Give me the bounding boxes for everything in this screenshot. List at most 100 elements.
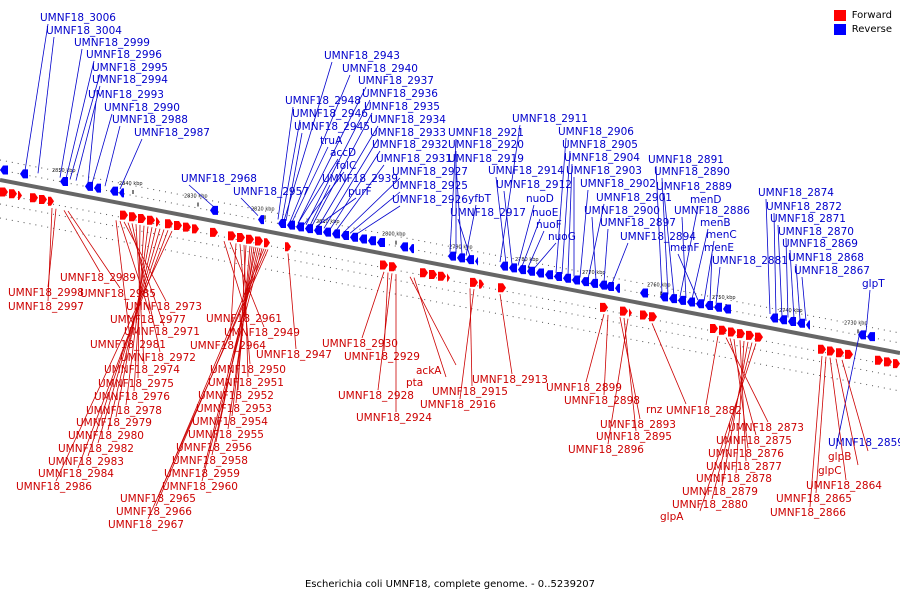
reverse-gene-label: UMNF18_2995 [92, 62, 168, 74]
label-leader [495, 176, 507, 264]
reverse-gene-label: UMNF18_2914 [488, 165, 564, 177]
reverse-gene-arrow [572, 275, 580, 285]
reverse-gene-arrow [457, 253, 465, 263]
reverse-gene-label: menE [704, 242, 734, 254]
reverse-gene-arrow [779, 315, 787, 325]
reverse-gene-arrow [788, 316, 796, 326]
reverse-gene-label: accD [330, 147, 356, 159]
label-leader [297, 86, 367, 224]
reverse-gene-label: UMNF18_2902 [580, 178, 656, 190]
forward-swatch [833, 9, 846, 21]
label-leader [123, 221, 167, 302]
label-leader [521, 218, 541, 267]
reverse-gene-arrow [705, 301, 713, 311]
label-leader [773, 212, 777, 316]
reverse-gene-label: UMNF18_2920 [448, 139, 524, 151]
reverse-gene-arrow [20, 169, 28, 179]
label-leader [465, 204, 477, 256]
reverse-gene-label: UMNF18_2988 [112, 114, 188, 126]
label-leader [215, 247, 257, 443]
label-leader [377, 273, 393, 391]
label-leader [91, 113, 113, 184]
reverse-gene-arrow [770, 313, 778, 323]
forward-gene-arrow [120, 210, 128, 220]
label-leader [87, 100, 97, 183]
forward-gene-label: UMNF18_2895 [596, 431, 672, 443]
reverse-gene-label: UMNF18_2921 [448, 127, 524, 139]
label-leader [587, 203, 605, 280]
label-leader [309, 184, 331, 226]
reverse-gene-arrow [669, 294, 677, 304]
label-leader [63, 210, 101, 273]
reverse-gene-arrow [210, 205, 218, 215]
reverse-gene-label: UMNF18_2889 [656, 181, 732, 193]
forward-gene-label: UMNF18_2880 [672, 499, 748, 511]
label-leader [77, 230, 169, 469]
forward-gene-label: UMNF18_2893 [600, 419, 676, 431]
forward-gene-arrow [875, 355, 883, 365]
reverse-gene-label: UMNF18_2945 [294, 121, 370, 133]
label-leader [663, 192, 675, 296]
forward-gene-arrow [470, 277, 478, 287]
label-leader [87, 229, 165, 457]
reverse-gene-label: UMNF18_2891 [648, 154, 724, 166]
reverse-gene-label: purF [348, 186, 372, 198]
reverse-gene-label: UMNF18_2867 [794, 265, 870, 277]
reverse-gene-label: UMNF18_2939 [322, 173, 398, 185]
reverse-gene-arrow [278, 218, 286, 228]
label-leader [469, 288, 473, 387]
legend-forward-label: Forward [851, 9, 892, 21]
forward-gene-label: UMNF18_2896 [568, 444, 644, 456]
forward-gene-arrow [836, 348, 844, 358]
forward-gene-label: UMNF18_2975 [98, 378, 174, 390]
label-leader [533, 242, 557, 269]
reverse-gene-label: UMNF18_2987 [134, 127, 210, 139]
label-leader [223, 240, 247, 314]
forward-gene-label: UMNF18_2972 [120, 352, 196, 364]
reverse-gene-arrow [466, 255, 474, 265]
label-leader [413, 277, 447, 378]
label-leader [283, 61, 333, 221]
reverse-gene-arrow [448, 251, 456, 261]
reverse-gene-arrow [590, 278, 598, 288]
label-leader [289, 74, 351, 222]
reverse-gene-label: UMNF18_2935 [364, 101, 440, 113]
label-leader [119, 138, 143, 190]
forward-gene-label: UMNF18_2977 [110, 314, 186, 326]
reverse-gene-arrow [287, 220, 295, 230]
label-leader [147, 249, 269, 520]
forward-gene-label: UMNF18_2928 [338, 390, 414, 402]
forward-gene-label: UMNF18_2985 [80, 288, 156, 300]
reverse-gene-label: UMNF18_2881 [712, 255, 788, 267]
genome-backbone [0, 178, 900, 355]
reverse-gene-arrow [332, 229, 340, 239]
reverse-gene-arrow [687, 297, 695, 307]
forward-gene-arrow [228, 231, 236, 241]
reverse-gene-label: UMNF18_2905 [562, 139, 638, 151]
label-leader [785, 237, 789, 318]
forward-gene-label: UMNF18_2877 [706, 461, 782, 473]
label-leader [97, 228, 161, 444]
reverse-gene-label: UMNF18_2999 [74, 37, 150, 49]
reverse-gene-arrow [0, 165, 8, 175]
forward-gene-label: UMNF18_2954 [192, 416, 268, 428]
reverse-gene-label: UMNF18_2968 [181, 173, 257, 185]
forward-gene-label: UMNF18_2967 [108, 519, 184, 531]
forward-gene-label: UMNF18_2875 [716, 435, 792, 447]
forward-gene-arrow [746, 330, 754, 340]
kbp-tick-label: 2780 kbp [515, 257, 539, 263]
reverse-gene-label: UMNF18_3006 [40, 12, 116, 24]
forward-gene-arrow [237, 233, 245, 243]
reverse-gene-label: UMNF18_2946 [292, 108, 368, 120]
forward-gene-label: glpC [818, 465, 842, 477]
label-leader [311, 112, 373, 227]
forward-gene-arrow [420, 268, 428, 278]
label-leader [457, 218, 471, 257]
label-leader [349, 191, 401, 234]
label-leader [709, 253, 713, 303]
forward-gene-arrow [285, 242, 291, 252]
reverse-gene-label: UMNF18_2940 [342, 63, 418, 75]
label-leader [691, 228, 709, 300]
label-leader [127, 222, 165, 327]
label-leader [517, 204, 535, 266]
